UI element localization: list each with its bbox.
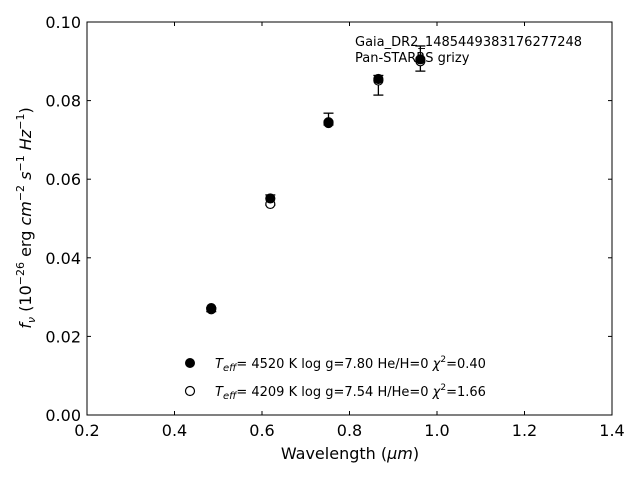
y-tick-label: 0.10	[45, 13, 81, 32]
legend-marker-filled	[185, 358, 195, 368]
legend-label-2: Teff= 4209 K log g=7.54 H/He=0 χ2=1.66	[215, 383, 486, 402]
legend-marker-open	[184, 385, 196, 397]
x-tick-label: 0.6	[249, 421, 274, 440]
model-point-filled	[323, 117, 334, 128]
model-point-filled	[415, 54, 426, 65]
y-tick-label: 0.08	[45, 92, 81, 111]
x-tick-label: 0.2	[74, 421, 99, 440]
y-tick-label: 0.02	[45, 327, 81, 346]
x-tick-label: 1.0	[424, 421, 449, 440]
x-tick-label: 1.4	[599, 421, 624, 440]
y-axis-title: fν (10−26 erg cm−2 s−1 Hz−1)	[14, 107, 38, 328]
x-axis-title-unit: μm	[386, 444, 413, 463]
legend: Teff= 4520 K log g=7.80 He/H=0 χ2=0.40 T…	[184, 355, 486, 402]
y-tick-label: 0.04	[45, 249, 81, 268]
axes-frame	[86, 21, 613, 416]
x-tick-labels: 0.2 0.4 0.6 0.8 1.0 1.2 1.4	[74, 421, 624, 440]
axis-ticks	[86, 21, 613, 416]
y-tick-label: 0.06	[45, 170, 81, 189]
data-points	[206, 54, 426, 315]
model-point-filled	[265, 193, 276, 204]
plot-area: 0.2 0.4 0.6 0.8 1.0 1.2 1.4 0.000.020.040.060.…	[45, 13, 624, 440]
model-point-filled	[206, 303, 217, 314]
x-tick-label: 1.2	[512, 421, 537, 440]
y-tick-labels: 0.00 0.02 0.04 0.06 0.08 0.10	[45, 13, 81, 425]
model-point-filled	[373, 73, 384, 85]
survey-annotation: Pan-STARRS grizy	[355, 51, 470, 66]
legend-entry-2: Teff= 4209 K log g=7.54 H/He=0 χ2=1.66	[184, 383, 486, 402]
legend-label-1: Teff= 4520 K log g=7.80 He/H=0 χ2=0.40	[215, 355, 486, 374]
object-id-annotation: Gaia_DR2_1485449383176277248	[355, 35, 582, 50]
x-tick-label: 0.4	[162, 421, 187, 440]
y-axis-title-text: fν (10−26 erg cm−2 s−1 Hz−1)	[14, 107, 38, 328]
x-axis-title-main: Wavelength (	[281, 444, 387, 463]
legend-entry-1: Teff= 4520 K log g=7.80 He/H=0 χ2=0.40	[185, 355, 486, 374]
x-axis-title-close: )	[413, 444, 419, 463]
x-tick-label: 0.8	[337, 421, 362, 440]
y-tick-label: 0.00	[45, 406, 81, 425]
x-axis-title: Wavelength (μm)	[281, 444, 419, 463]
